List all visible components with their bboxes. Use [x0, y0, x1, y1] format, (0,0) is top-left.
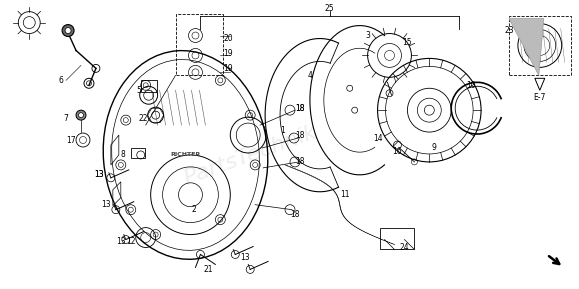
- Text: 18: 18: [290, 210, 300, 219]
- Text: 14: 14: [373, 134, 382, 142]
- Text: 4: 4: [307, 71, 312, 80]
- Text: 13: 13: [101, 200, 111, 209]
- Text: 19: 19: [223, 49, 233, 58]
- Polygon shape: [509, 18, 544, 75]
- Text: 8: 8: [120, 151, 125, 160]
- Bar: [141, 80, 157, 92]
- Text: 9: 9: [432, 143, 437, 153]
- Text: E-7: E-7: [534, 93, 546, 102]
- Text: 18: 18: [295, 158, 305, 166]
- Bar: [175, 14, 223, 75]
- Text: 18: 18: [295, 104, 305, 113]
- Text: RICHTER: RICHTER: [170, 153, 201, 158]
- Circle shape: [79, 113, 83, 118]
- Text: 22: 22: [139, 114, 148, 123]
- Text: 17: 17: [66, 136, 76, 144]
- Text: 11: 11: [340, 190, 350, 199]
- Text: 18: 18: [295, 131, 305, 140]
- Text: 13: 13: [94, 170, 104, 179]
- Bar: [509, 16, 571, 75]
- Text: 12: 12: [126, 237, 135, 246]
- Text: 20: 20: [223, 34, 233, 43]
- Text: 3: 3: [365, 31, 370, 40]
- Text: 24: 24: [400, 243, 409, 252]
- Text: 15: 15: [402, 38, 412, 47]
- Text: 7: 7: [64, 114, 68, 123]
- Bar: [131, 148, 145, 158]
- Text: 19: 19: [223, 64, 233, 73]
- Text: 2: 2: [191, 205, 196, 214]
- Text: 5: 5: [136, 86, 141, 95]
- Bar: [380, 228, 415, 249]
- Text: 23: 23: [504, 26, 514, 35]
- Circle shape: [65, 27, 71, 34]
- Text: PartsTechnik: PartsTechnik: [181, 121, 320, 188]
- Circle shape: [62, 25, 74, 36]
- Circle shape: [76, 110, 86, 120]
- Text: 13: 13: [116, 237, 126, 246]
- Text: 25: 25: [325, 4, 335, 13]
- Text: 13: 13: [94, 170, 104, 179]
- Text: 1: 1: [281, 125, 285, 135]
- Text: 6: 6: [58, 76, 64, 85]
- Text: 10: 10: [466, 81, 476, 90]
- Text: 16: 16: [393, 147, 402, 156]
- Polygon shape: [535, 78, 545, 90]
- Text: 13: 13: [240, 253, 250, 262]
- Text: 21: 21: [204, 265, 213, 274]
- Text: 18: 18: [295, 104, 305, 113]
